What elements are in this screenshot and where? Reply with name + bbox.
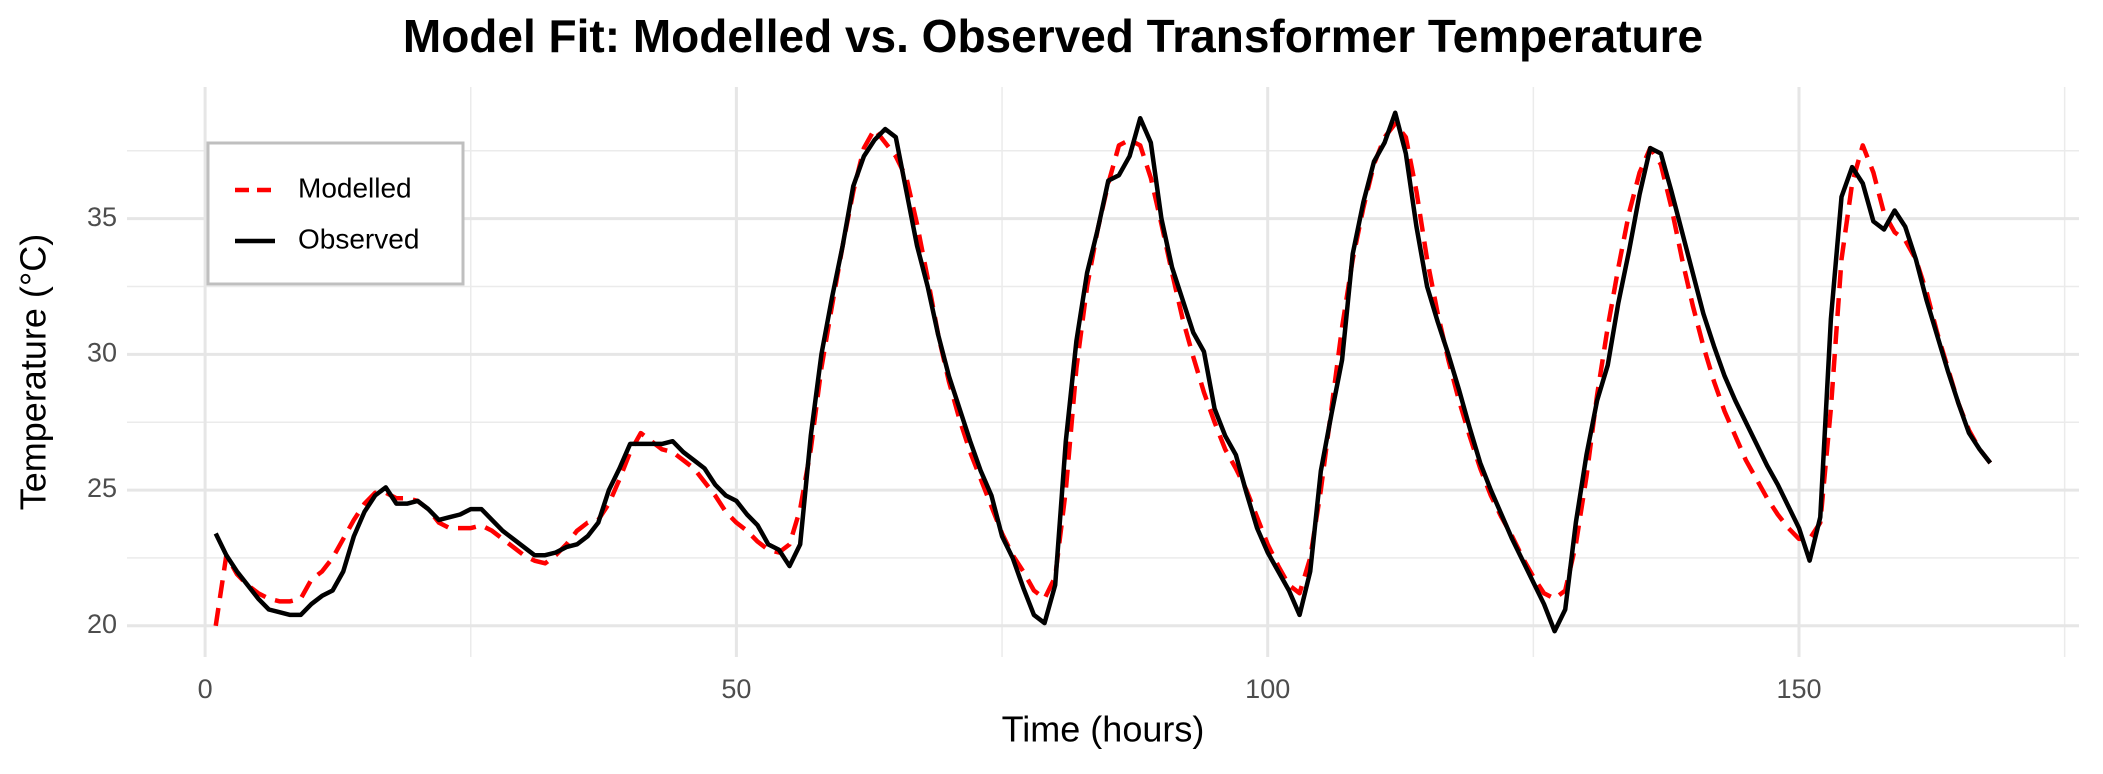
x-axis-title: Time (hours) xyxy=(1002,709,1205,750)
x-tick-label: 50 xyxy=(721,674,751,704)
legend-label: Modelled xyxy=(298,172,412,203)
legend-label: Observed xyxy=(298,223,419,254)
grid xyxy=(127,87,2079,657)
y-tick-label: 30 xyxy=(87,337,117,367)
chart-title: Model Fit: Modelled vs. Observed Transfo… xyxy=(403,10,1703,62)
legend: Modelled Observed xyxy=(206,141,465,286)
y-tick-label: 20 xyxy=(87,609,117,639)
x-tick-label: 0 xyxy=(198,674,213,704)
y-tick-label: 35 xyxy=(87,202,117,232)
y-axis-title: Temperature (°C) xyxy=(13,234,54,510)
series-line xyxy=(213,110,1993,634)
x-tick-label: 100 xyxy=(1245,674,1290,704)
legend-box xyxy=(206,141,465,286)
x-tick-label: 150 xyxy=(1776,674,1821,704)
y-tick-label: 25 xyxy=(87,473,117,503)
